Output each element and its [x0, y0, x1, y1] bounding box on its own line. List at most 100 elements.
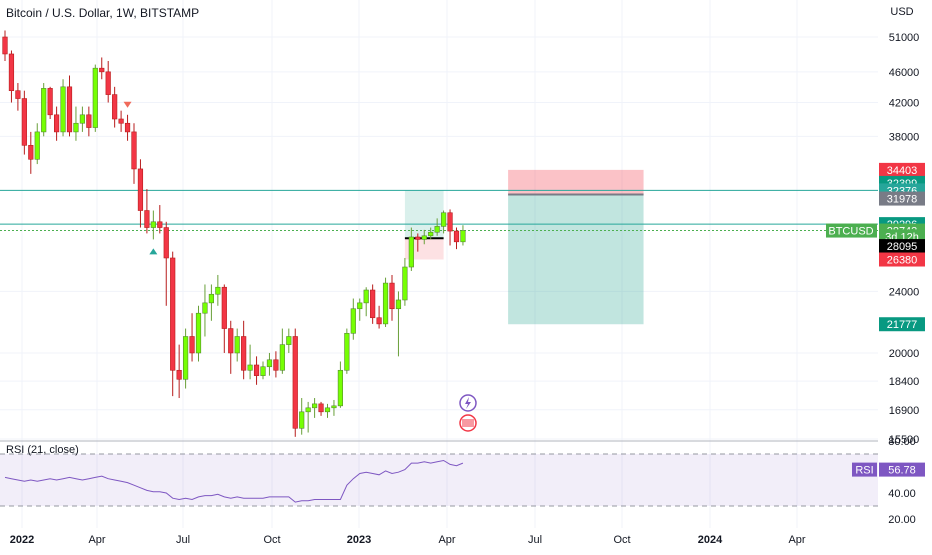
- candle-body: [137, 168, 144, 211]
- candle-body: [21, 98, 27, 146]
- candle-body: [279, 344, 285, 371]
- rsi-tag: RSI: [855, 465, 873, 477]
- price-label-bg: [879, 162, 925, 177]
- rsi-line: [4, 459, 464, 503]
- rsi-value-bg: [879, 462, 925, 477]
- candle-body: [144, 210, 150, 228]
- candle-body: [324, 407, 331, 413]
- candle-body: [402, 266, 408, 301]
- candle-body: [273, 359, 279, 371]
- candle-body: [28, 145, 34, 160]
- candle-body: [253, 364, 260, 376]
- candle-body: [357, 302, 363, 310]
- candle-body: [311, 403, 318, 409]
- candle-body: [47, 88, 53, 116]
- price-label-bg: [879, 191, 925, 206]
- flag-icon: [462, 419, 474, 427]
- lightning-bolt-icon: [465, 397, 471, 409]
- candle-body: [299, 411, 305, 429]
- candle-body: [318, 403, 324, 413]
- candle-body: [163, 227, 169, 259]
- candle-body: [389, 282, 395, 310]
- position-profit-zone: [508, 194, 644, 325]
- candle-body: [421, 235, 427, 240]
- candle-body: [234, 336, 240, 354]
- price-label: 26380: [887, 255, 918, 267]
- currency-label: USD: [890, 6, 913, 18]
- rsi-tag-bg: [852, 462, 877, 477]
- chart-title: Bitcoin / U.S. Dollar, 1W, BITSTAMP: [6, 6, 200, 20]
- candle-body: [157, 221, 163, 228]
- rsi-tick-label: 20.00: [888, 514, 916, 526]
- candle-body: [305, 407, 311, 413]
- down-marker-icon: [123, 101, 132, 108]
- candle-body: [118, 118, 124, 124]
- candle-body: [460, 230, 466, 243]
- candle-body: [41, 88, 47, 133]
- price-label-bg: [879, 317, 925, 332]
- price-label-bg: [879, 239, 925, 254]
- rsi-band: [0, 454, 878, 506]
- candle-body: [376, 317, 382, 325]
- candle-body: [215, 286, 221, 295]
- price-tick-label: 18400: [889, 376, 920, 388]
- price-label: 34403: [887, 165, 918, 177]
- candle-body: [176, 369, 182, 380]
- candle-body: [208, 293, 215, 304]
- candle-body: [105, 71, 111, 95]
- candle-body: [408, 236, 414, 268]
- x-tick-label: 2024: [698, 534, 723, 546]
- x-tick-label: Apr: [788, 534, 805, 546]
- candle-body: [428, 231, 434, 237]
- position-loss-zone: [404, 238, 444, 260]
- price-tick-label: 15500: [889, 434, 920, 446]
- x-tick-label: 2023: [347, 534, 371, 546]
- candle-body: [112, 94, 118, 120]
- price-label: 21777: [887, 319, 918, 331]
- candle-body: [2, 36, 8, 55]
- candle-body: [337, 369, 344, 407]
- candle-body: [221, 286, 227, 329]
- candle-body: [8, 53, 15, 91]
- price-tick-label: 51000: [889, 32, 920, 44]
- candle-body: [292, 336, 298, 429]
- x-tick-label: Oct: [263, 534, 280, 546]
- candle-body: [247, 364, 253, 371]
- x-tick-label: Apr: [438, 534, 455, 546]
- candle-body: [131, 131, 137, 170]
- candle-body: [266, 359, 273, 368]
- candle-body: [73, 122, 79, 133]
- candle-body: [86, 114, 92, 128]
- rsi-value: 56.78: [888, 465, 916, 477]
- price-label-bg: [879, 252, 925, 267]
- up-marker-icon: [149, 248, 158, 255]
- price-tick-label: 42000: [889, 98, 920, 110]
- symbol-tag: BTCUSD: [828, 226, 873, 238]
- candle-body: [124, 122, 131, 133]
- candle-body: [453, 230, 460, 243]
- candle-body: [241, 336, 247, 371]
- candle-body: [92, 67, 98, 128]
- candle-body: [434, 226, 440, 233]
- candle-body: [34, 131, 40, 160]
- rsi-tick-label: 40.00: [888, 488, 916, 500]
- candle-body: [195, 312, 202, 354]
- candle-body: [331, 405, 337, 409]
- price-label: 31978: [887, 194, 918, 206]
- candle-body: [15, 90, 21, 99]
- price-label: 28095: [887, 241, 918, 253]
- x-tick-label: Apr: [88, 534, 105, 546]
- candle-body: [363, 289, 369, 304]
- candle-body: [370, 289, 376, 319]
- rsi-label: RSI (21, close): [6, 444, 79, 456]
- candle-body: [350, 308, 356, 334]
- price-tick-label: 38000: [889, 131, 920, 143]
- candle-body: [260, 366, 266, 376]
- candle-body: [60, 86, 66, 133]
- price-tick-label: 20000: [889, 348, 920, 360]
- symbol-tag-bg: [826, 223, 877, 238]
- x-tick-label: Jul: [176, 534, 190, 546]
- candle-body: [286, 336, 292, 345]
